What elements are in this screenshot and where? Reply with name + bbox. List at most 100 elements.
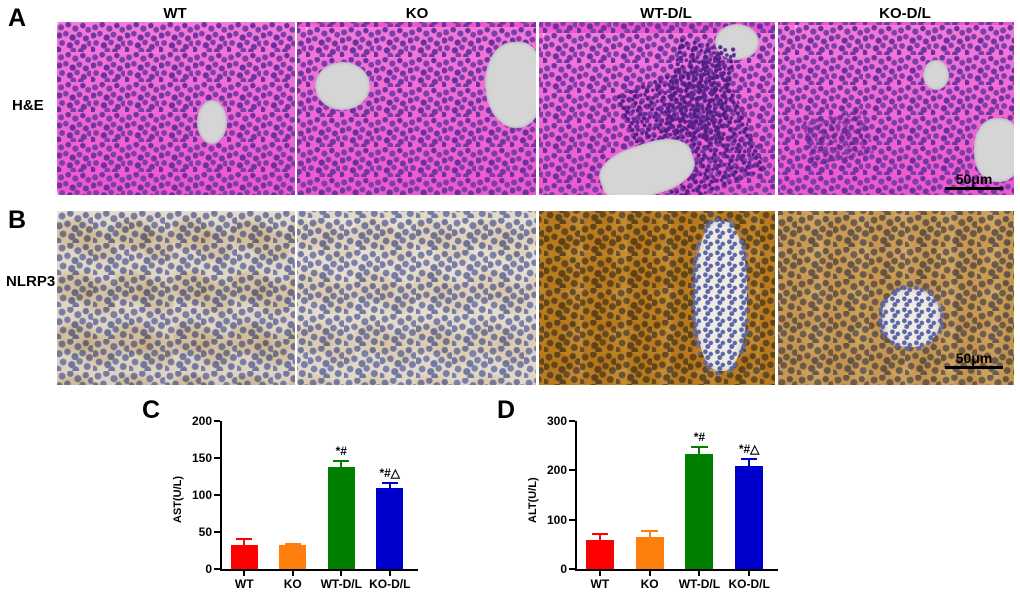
y-axis-tick	[569, 469, 575, 472]
micrograph-nlrp3-ko-dl: 50μm	[778, 211, 1014, 385]
error-bar-stem	[243, 537, 246, 546]
x-axis-tick-label: WT	[234, 577, 254, 591]
column-header-ko: KO	[405, 5, 429, 22]
x-axis-line	[575, 569, 778, 571]
scale-bar-rule	[945, 187, 1003, 190]
x-axis-tick-label: WT	[590, 577, 610, 591]
x-axis-line	[220, 569, 418, 571]
x-axis-tick	[648, 571, 651, 576]
error-bar-stem	[748, 457, 751, 467]
significance-annotation: *#△	[738, 441, 760, 456]
panel-label-b: B	[8, 206, 27, 234]
y-axis-tick	[214, 531, 220, 533]
tissue-texture	[778, 22, 1014, 195]
y-axis-tick-label: 100	[191, 488, 212, 502]
error-bar-cap	[691, 446, 708, 449]
central-vein	[923, 60, 949, 90]
y-axis-title: ALT(U/L)	[527, 477, 539, 523]
micrograph-nlrp3-wt-dl	[539, 211, 775, 385]
y-axis-tick-label: 200	[191, 414, 212, 428]
error-bar-cap	[284, 543, 301, 546]
y-axis-line	[220, 421, 222, 569]
panel-label-a: A	[8, 4, 27, 32]
x-axis-tick-label: KO-D/L	[369, 577, 411, 591]
y-axis-tick-label: 150	[191, 451, 212, 465]
x-axis-tick-label: KO	[283, 577, 302, 591]
dab-staining-weak	[297, 211, 536, 385]
x-axis-tick	[698, 571, 701, 576]
y-axis-tick	[569, 518, 575, 521]
column-header-wt: WT	[163, 5, 187, 22]
bar	[230, 545, 258, 569]
y-axis-tick	[569, 568, 575, 570]
y-axis-tick-label: 0	[560, 562, 567, 576]
micrograph-nlrp3-ko	[297, 211, 536, 385]
central-vein	[315, 62, 370, 110]
column-header-ko-dl: KO-D/L	[879, 5, 931, 22]
central-vein	[197, 100, 227, 144]
x-axis-tick	[598, 571, 601, 576]
micrograph-he-ko	[297, 22, 536, 195]
scale-bar-he: 50μm	[945, 172, 1003, 190]
tissue-texture	[57, 211, 295, 385]
error-bar-cap	[236, 537, 253, 540]
bar	[735, 466, 764, 569]
chart-alt: 0 100 200 300 ALT(U/L) WT KO *# WT-D/L *#△ KO-D/L	[525, 405, 780, 605]
dab-staining-weak	[57, 211, 295, 385]
x-axis-tick-label: KO	[640, 577, 659, 591]
y-axis-tick	[214, 457, 220, 459]
bar	[279, 545, 307, 569]
portal-tract	[691, 217, 751, 375]
error-bar-cap	[333, 460, 350, 463]
y-axis-tick	[214, 420, 220, 422]
y-axis-tick	[214, 568, 220, 570]
column-header-wt-dl: WT-D/L	[640, 5, 692, 22]
scale-bar-rule	[945, 366, 1003, 369]
y-axis-tick-label: 200	[546, 463, 567, 478]
significance-annotation: *#	[693, 430, 706, 445]
micrograph-he-ko-dl: 50μm	[778, 22, 1014, 195]
bar	[685, 453, 714, 569]
error-bar-stem	[698, 446, 701, 454]
y-axis-tick-label: 0	[205, 562, 212, 576]
portal-vein	[974, 118, 1014, 182]
x-axis-tick	[388, 571, 391, 576]
scale-bar-label: 50μm	[955, 350, 993, 366]
bar	[376, 488, 404, 569]
x-axis-tick-label: WT-D/L	[320, 577, 362, 591]
bar	[585, 540, 614, 569]
x-axis-tick	[340, 571, 343, 576]
micrograph-nlrp3-wt	[57, 211, 295, 385]
y-axis-tick	[214, 494, 220, 496]
x-axis-tick-label: WT-D/L	[678, 577, 721, 591]
tissue-texture	[297, 211, 536, 385]
y-axis-tick-label: 100	[546, 512, 567, 527]
bar	[327, 466, 355, 569]
x-axis-tick-label: KO-D/L	[728, 577, 770, 591]
row-label-he: H&E	[12, 97, 44, 114]
y-axis-tick-label: 50	[198, 525, 212, 539]
x-axis-tick	[291, 571, 294, 576]
significance-annotation: *#△	[379, 465, 401, 480]
error-bar-cap	[740, 457, 758, 460]
error-bar-stem	[598, 532, 601, 541]
scale-bar-label: 50μm	[955, 171, 993, 187]
micrograph-he-wt-dl	[539, 22, 775, 195]
panel-label-d: D	[497, 396, 516, 424]
error-bar-stem	[648, 529, 651, 537]
scale-bar-nlrp3: 50μm	[945, 351, 1003, 369]
y-axis-tick	[569, 420, 575, 422]
bar	[635, 536, 664, 569]
tissue-texture	[57, 22, 295, 195]
y-axis-tick-label: 300	[546, 414, 567, 428]
micrograph-he-wt	[57, 22, 295, 195]
panel-label-c: C	[142, 396, 161, 424]
chart-ast: 0 50 100 150 200 AST(U/L) WT KO *# WT-D/L *#△ KO-D/…	[170, 405, 420, 605]
error-bar-cap	[381, 481, 398, 484]
y-axis-line	[575, 421, 577, 569]
error-bar-stem	[388, 481, 391, 489]
x-axis-tick	[243, 571, 246, 576]
error-bar-cap	[641, 529, 658, 532]
y-axis-title: AST(U/L)	[172, 475, 184, 523]
x-axis-tick	[748, 571, 751, 576]
